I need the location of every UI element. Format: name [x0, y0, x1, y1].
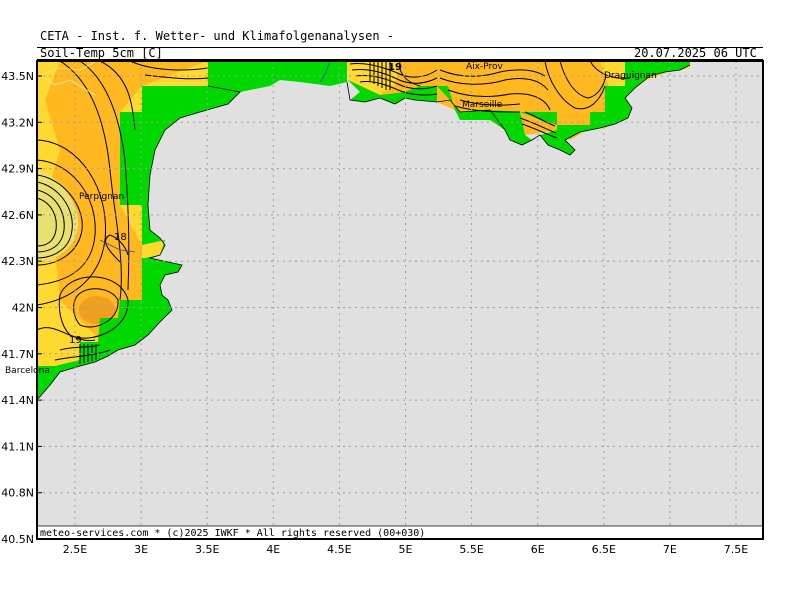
valid-time: 20.07.2025 06 UTC — [634, 46, 757, 60]
lon-tick-label: 6E — [531, 543, 545, 556]
lon-tick-label: 4E — [266, 543, 280, 556]
lat-tick-label: 42.3N — [1, 255, 34, 268]
lon-tick-label: 2.5E — [63, 543, 87, 556]
lat-tick-label: 43.5N — [1, 70, 34, 83]
rivers — [99, 61, 331, 253]
lon-tick-label: 5E — [399, 543, 413, 556]
lon-tick-label: 7.5E — [724, 543, 748, 556]
grid-lines — [37, 61, 763, 539]
lat-tick-label: 41.7N — [1, 348, 34, 361]
border-line-2 — [39, 74, 96, 96]
contours-west — [37, 61, 209, 361]
land-mask — [37, 61, 690, 400]
lon-tick-label: 6.5E — [592, 543, 616, 556]
city-marseille: Marseille — [462, 100, 503, 110]
lat-tick-label: 40.8N — [1, 487, 34, 500]
contour-label-19-west: 19 — [69, 335, 82, 346]
land-west-cool — [37, 170, 79, 262]
institute-title: CETA - Inst. f. Wetter- und Klimafolgena… — [40, 29, 395, 43]
lon-tick-label: 5.5E — [459, 543, 483, 556]
footer-credit: meteo-services.com * (c)2025 IWKF * All … — [40, 528, 425, 539]
lat-tick-label: 43.2N — [1, 116, 34, 129]
lon-tick-label: 7E — [663, 543, 677, 556]
lat-tick-label: 40.5N — [1, 533, 34, 546]
city-draguignan: Draguignan — [604, 71, 657, 81]
lat-tick-label: 41.4N — [1, 394, 34, 407]
latitude-axis: 43.5N 43.2N 42.9N 42.6N 42.3N 42N 41.7N 41.4N 41… — [1, 70, 42, 546]
land-west-mid — [45, 61, 208, 340]
plot-frame — [36, 60, 764, 540]
footer-bg — [38, 526, 762, 538]
lon-tick-label: 3.5E — [195, 543, 219, 556]
lat-tick-label: 42.6N — [1, 209, 34, 222]
parameter-label: Soil-Temp 5cm [C] — [40, 46, 163, 60]
lat-tick-label: 41.1N — [1, 440, 34, 453]
lat-tick-label: 42N — [12, 302, 34, 315]
contour-label-19-east: 19 — [388, 62, 402, 73]
city-barcelona: Barcelona — [5, 366, 50, 376]
lon-tick-label: 4.5E — [327, 543, 351, 556]
contour-label-18: 18 — [114, 232, 127, 243]
border-line — [39, 61, 96, 76]
city-perpignan: Perpignan — [79, 192, 124, 202]
warm-spot-south — [79, 296, 115, 324]
coastline — [37, 64, 691, 401]
city-aix-provence: Aix-Prov — [466, 62, 504, 72]
lon-tick-label: 3E — [134, 543, 148, 556]
lat-tick-label: 42.9N — [1, 163, 34, 176]
